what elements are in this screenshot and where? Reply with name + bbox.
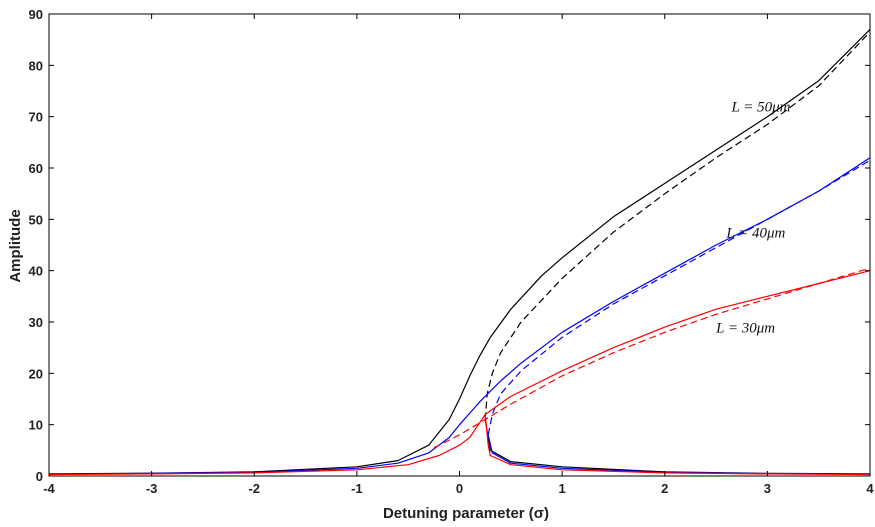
series-line-8-lower [484, 414, 871, 476]
y-tick-label: 80 [29, 58, 43, 73]
series-layer [48, 28, 871, 476]
x-tick-label: 4 [866, 481, 874, 496]
series-line-1-middle [484, 31, 871, 420]
y-tick-label: 50 [29, 212, 43, 227]
y-tick-label: 20 [29, 366, 43, 381]
annotations: L = 50μm L = 40μm L = 30μm [715, 100, 791, 337]
y-tick-label: 0 [36, 469, 43, 484]
series-annotation: L = 30μm [715, 320, 775, 336]
series-line-0-upper [48, 28, 871, 475]
series-line-7-middle [433, 267, 871, 449]
y-tick-label: 70 [29, 110, 43, 125]
y-tick-label: 30 [29, 315, 43, 330]
x-tick-label: -1 [351, 481, 363, 496]
series-annotation: L = 40μm [725, 225, 785, 241]
x-tick-label: 0 [456, 481, 463, 496]
series-line-2-lower [484, 419, 871, 475]
x-axis-ticks: -4 -3 -2 -1 0 1 2 3 4 [43, 14, 874, 496]
y-tick-label: 10 [29, 418, 43, 433]
x-tick-label: 2 [661, 481, 668, 496]
series-annotation: L = 50μm [730, 100, 790, 116]
series-line-3-upper [48, 157, 871, 475]
x-tick-label: -4 [43, 481, 55, 496]
y-axis-ticks: 0 10 20 30 40 50 60 70 80 90 [29, 7, 870, 484]
y-tick-label: 60 [29, 161, 43, 176]
series-line-6-upper [48, 270, 871, 476]
plot-frame [48, 13, 871, 477]
x-tick-label: -2 [248, 481, 260, 496]
x-tick-label: 3 [764, 481, 771, 496]
x-tick-label: -3 [146, 481, 158, 496]
y-axis-label: Amplitude [7, 209, 24, 282]
x-axis-label: Detuning parameter (σ) [383, 505, 549, 522]
plot-area [48, 13, 871, 477]
y-tick-label: 40 [29, 264, 43, 279]
y-tick-label: 90 [29, 7, 43, 22]
x-tick-label: 1 [559, 481, 566, 496]
series-line-4-middle [487, 159, 871, 436]
